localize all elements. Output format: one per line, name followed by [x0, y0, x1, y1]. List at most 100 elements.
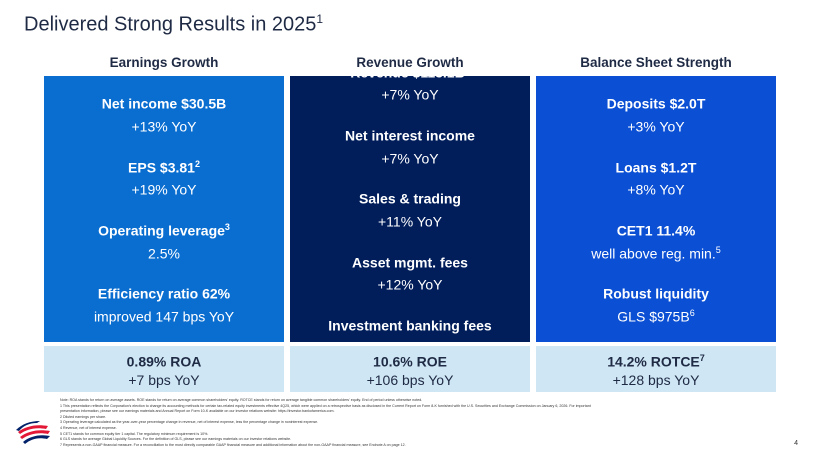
balance-metric-title-text: CET1 11.4%: [616, 222, 696, 239]
balance-metric-change-footnote: 5: [715, 244, 721, 255]
balance-metric-change: well above reg. min.5: [536, 241, 776, 264]
balance-metric-title-text: Loans $1.2T: [615, 159, 697, 176]
revenue-metric-change: +7% YoY: [290, 82, 530, 105]
slide-title: Delivered Strong Results in 20251: [24, 12, 323, 37]
roa-value: 0.89% ROA: [126, 353, 202, 370]
revenue-metric-title-text: Sales & trading: [359, 191, 461, 207]
balance-metric: Deposits $2.0T +3% YoY: [536, 91, 776, 136]
earnings-metric-change: improved 147 bps YoY: [44, 304, 284, 327]
revenue-metric-title: Net interest income: [290, 123, 530, 146]
rotce-value: 14.2% ROTCE: [607, 353, 700, 370]
earnings-metric-title-text: EPS $3.81: [128, 159, 195, 176]
revenue-metric: Asset mgmt. fees +12% YoY: [290, 250, 530, 295]
balance-metric-change-text: GLS $975B: [617, 308, 690, 325]
earnings-metric-change-text: +19% YoY: [131, 182, 197, 198]
earnings-metric-title-text: Efficiency ratio 62%: [97, 285, 231, 302]
earnings-metric-change: +19% YoY: [44, 177, 284, 200]
revenue-metric-title: Investment banking fees: [290, 313, 530, 336]
balance-sheet-heading: Balance Sheet Strength: [580, 55, 732, 70]
roe-title: 10.6% ROE: [290, 349, 530, 371]
revenue-metric-title-text: Revenue $113.1B: [350, 64, 465, 81]
revenue-metric-change-text: +7% YoY: [381, 150, 439, 167]
revenue-metric-change-text: +12% YoY: [377, 276, 443, 293]
earnings-metric: EPS $3.812 +19% YoY: [44, 155, 284, 200]
slide-title-text: Delivered Strong Results in 2025: [24, 13, 317, 36]
revenue-metric-title: Sales & trading: [290, 186, 530, 209]
earnings-metric: Efficiency ratio 62% improved 147 bps YoY: [44, 281, 284, 326]
earnings-metric-title: Net income $30.5B: [44, 91, 284, 114]
revenue-metric: Sales & trading +11% YoY: [290, 186, 530, 231]
earnings-growth-heading: Earnings Growth: [109, 55, 219, 70]
footnotes: Note: ROA stands for return on average a…: [60, 398, 780, 448]
slide-title-footnote: 1: [316, 12, 324, 26]
roa-title: 0.89% ROA: [44, 349, 284, 371]
balance-metric-change-text: +8% YoY: [627, 182, 685, 198]
rotce-title: 14.2% ROTCE7: [536, 349, 776, 371]
balance-metric-change-footnote: 6: [689, 307, 695, 318]
footnote-line: 7 Represents a non-GAAP financial measur…: [60, 442, 406, 447]
balance-metric: Robust liquidity GLS $975B6: [536, 281, 776, 326]
balance-metric-title-text: Deposits $2.0T: [606, 96, 706, 113]
revenue-metric-title-text: Investment banking fees: [328, 317, 492, 334]
balance-metric-title: Deposits $2.0T: [536, 91, 776, 114]
roe-value: 10.6% ROE: [373, 353, 447, 370]
balance-metric-change: +3% YoY: [536, 114, 776, 137]
balance-metric-title: CET1 11.4%: [536, 218, 776, 241]
revenue-growth-panel: Revenue $113.1B4 +7% YoY Net interest inco…: [290, 64, 530, 356]
earnings-metric: Net income $30.5B +13% YoY: [44, 91, 284, 136]
rotce-change: +128 bps YoY: [612, 371, 700, 388]
balance-metric-title: Loans $1.2T: [536, 155, 776, 178]
earnings-metric-footnote: 3: [224, 222, 230, 232]
revenue-metric-footnote: 4: [464, 63, 470, 74]
earnings-metric-change-text: improved 147 bps YoY: [93, 308, 235, 325]
footnote-line: 4 Revenue, net of interest expense.: [60, 425, 117, 430]
revenue-metric-title-text: Net interest income: [345, 127, 475, 144]
earnings-metric-change: 2.5%: [44, 241, 284, 264]
earnings-metric-title: Operating leverage3: [44, 218, 284, 241]
footnote-line: presentation information, please see our…: [60, 409, 335, 414]
footnote-line: 1 This presentation reflects the Corpora…: [60, 403, 591, 408]
roe-box: 10.6% ROE +106 bps YoY: [290, 346, 530, 392]
earnings-metric-change-text: +13% YoY: [131, 118, 197, 135]
earnings-metric-title: Efficiency ratio 62%: [44, 281, 284, 304]
earnings-metric-title: EPS $3.812: [44, 155, 284, 178]
rotce-box: 14.2% ROTCE7 +128 bps YoY: [536, 346, 776, 392]
earnings-metric: Operating leverage3 2.5%: [44, 218, 284, 263]
footnote-line: 6 GLS stands for average Global Liquidit…: [60, 437, 292, 442]
earnings-metric-title-text: Net income $30.5B: [101, 96, 227, 113]
balance-metric-title: Robust liquidity: [536, 281, 776, 304]
rotce-footnote: 7: [699, 353, 705, 364]
balance-metric-change-text: +3% YoY: [627, 118, 685, 135]
footnote-line: 5 CET1 stands for common equity tier 1 c…: [60, 431, 209, 436]
balance-metric: Loans $1.2T +8% YoY: [536, 155, 776, 200]
footnote-line: 2 Diluted earnings per share.: [60, 414, 107, 419]
earnings-metric-change-text: 2.5%: [148, 245, 180, 262]
roe-change: +106 bps YoY: [366, 371, 454, 388]
revenue-metric-title: Asset mgmt. fees: [290, 250, 530, 273]
balance-metric: CET1 11.4% well above reg. min.5: [536, 218, 776, 263]
revenue-metric-change: +12% YoY: [290, 272, 530, 295]
flag-logo-icon: [16, 421, 50, 444]
footnote-line: Note: ROA stands for return on average a…: [60, 398, 423, 402]
earnings-metric-change: +13% YoY: [44, 114, 284, 137]
earnings-growth-panel: Net income $30.5B +13% YoY EPS $3.812 +19% …: [44, 76, 284, 342]
roa-change: +7 bps YoY: [128, 371, 200, 388]
balance-metric-change-text: well above reg. min.: [591, 245, 716, 262]
earnings-metric-footnote: 2: [194, 158, 200, 169]
revenue-metric: Revenue $113.1B4 +7% YoY: [290, 60, 530, 105]
balance-metric-change: +8% YoY: [536, 177, 776, 200]
revenue-metric: Net interest income +7% YoY: [290, 123, 530, 168]
revenue-metric-change-text: +11% YoY: [378, 213, 442, 230]
revenue-growth-heading: Revenue Growth: [356, 55, 464, 70]
revenue-metric-change: +11% YoY: [290, 209, 530, 232]
page-number: 4: [794, 440, 798, 447]
earnings-metric-title-text: Operating leverage: [98, 222, 225, 239]
revenue-metric-title-text: Asset mgmt. fees: [352, 254, 468, 271]
roa-box: 0.89% ROA +7 bps YoY: [44, 346, 284, 392]
balance-metric-change: GLS $975B6: [536, 304, 776, 327]
revenue-metric-change: +7% YoY: [290, 146, 530, 169]
revenue-metric-title: Revenue $113.1B4: [290, 60, 530, 83]
balance-metric-title-text: Robust liquidity: [603, 285, 709, 302]
balance-sheet-panel: Deposits $2.0T +3% YoY Loans $1.2T +8% YoY C…: [536, 76, 776, 342]
footnote-line: 3 Operating leverage calculated as the y…: [60, 420, 319, 425]
